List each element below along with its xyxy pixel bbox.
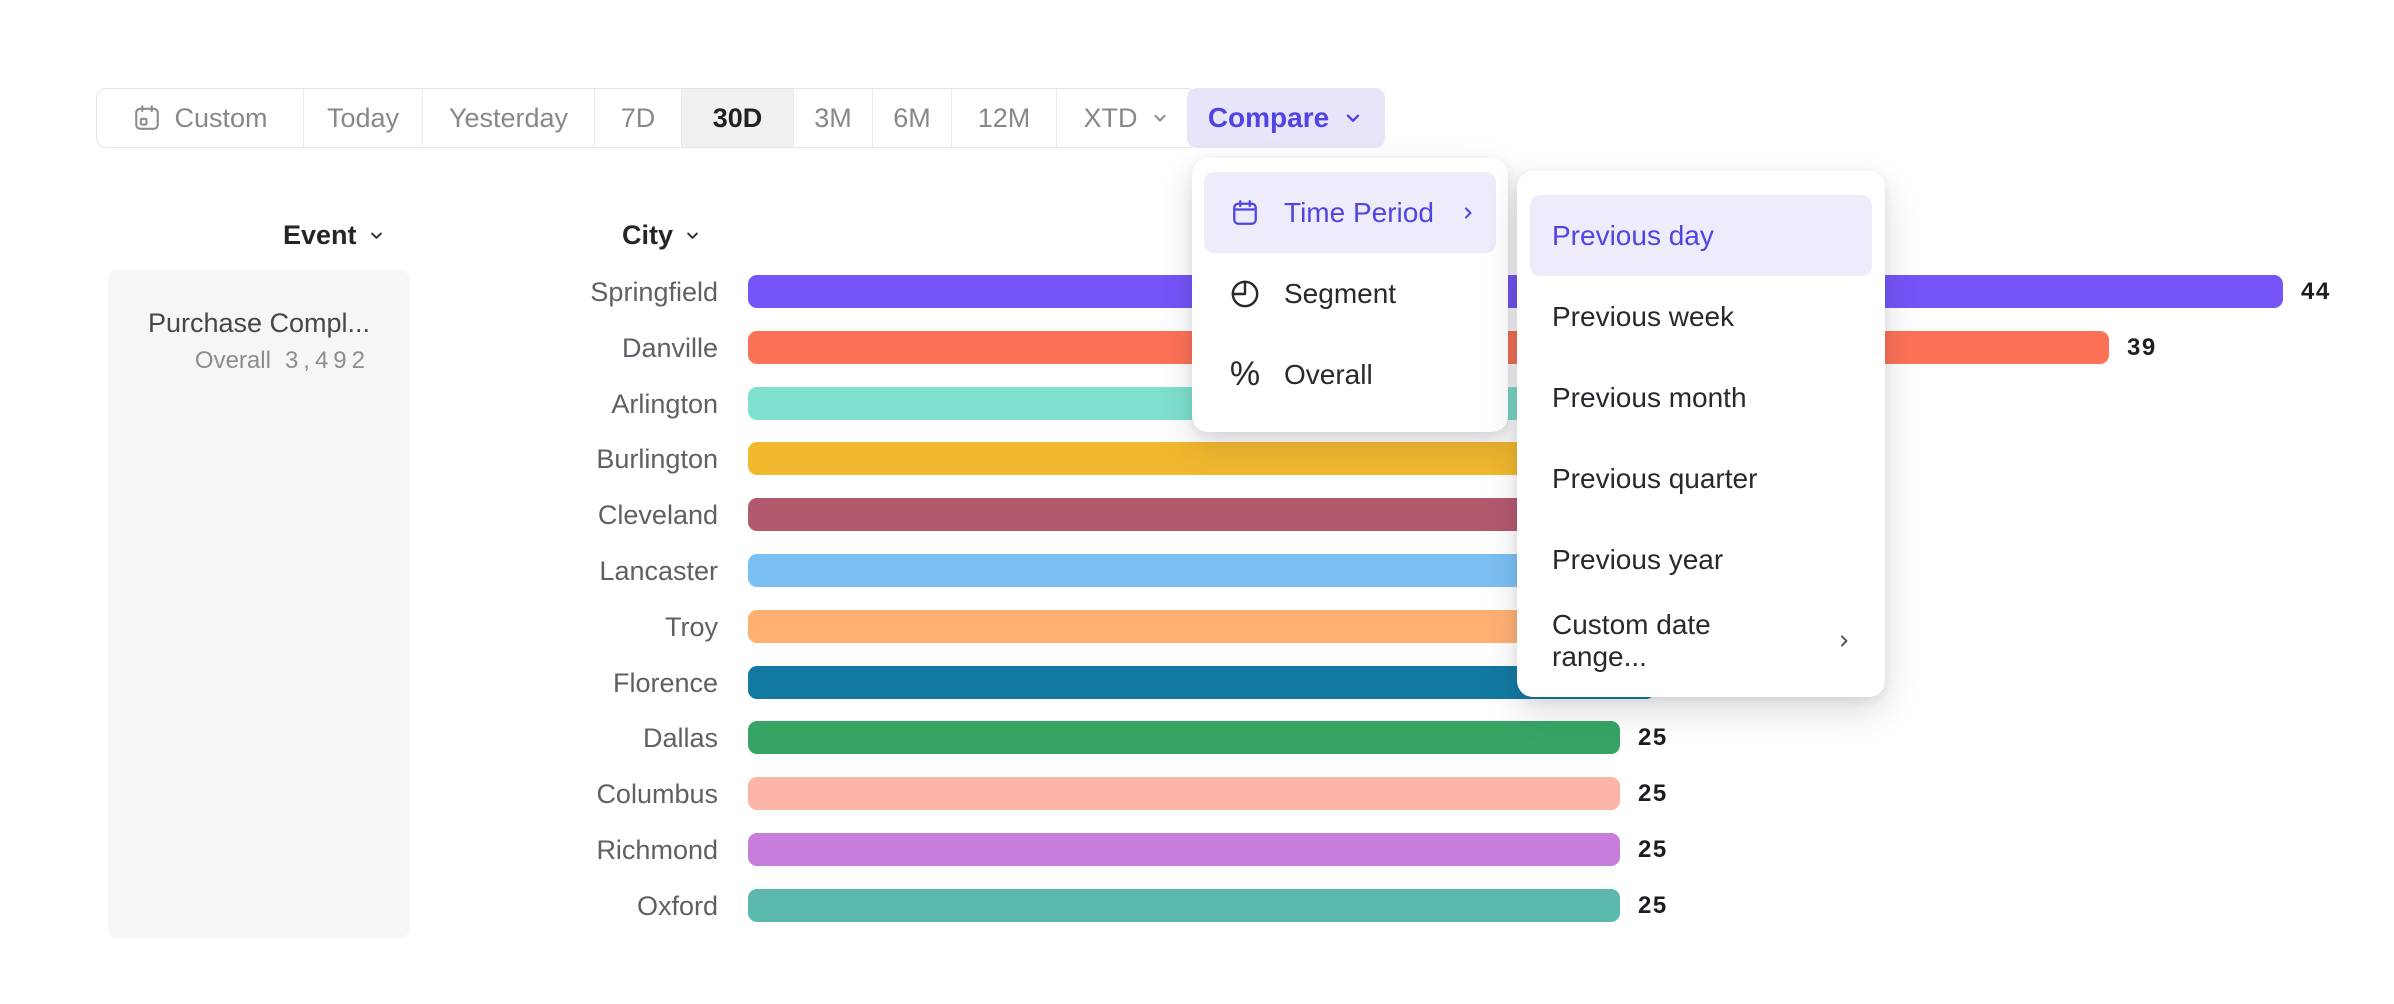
- chevron-right-icon: [1834, 631, 1854, 651]
- chevron-right-icon: [1458, 203, 1478, 223]
- bar-label-florence: Florence: [612, 667, 718, 698]
- submenu-item-previous-day[interactable]: Previous day: [1530, 195, 1872, 276]
- submenu-item-label: Previous year: [1552, 543, 1724, 575]
- toolbar-item-label: 6M: [893, 102, 931, 133]
- chevron-down-icon: [1150, 108, 1170, 128]
- bar-value-richmond: 25: [1638, 836, 1668, 863]
- toolbar-item-12m[interactable]: 12M: [952, 89, 1057, 147]
- toolbar-item-label: 12M: [977, 102, 1031, 133]
- menu-item-segment[interactable]: Segment: [1204, 253, 1496, 334]
- menu-item-overall[interactable]: % Overall: [1204, 334, 1496, 415]
- bar-springfield[interactable]: [748, 275, 2283, 308]
- bar-value-dallas: 25: [1638, 724, 1668, 752]
- toolbar-item-label: Custom: [174, 102, 268, 133]
- event-panel[interactable]: Purchase Compl... Overall 3,492: [108, 270, 410, 938]
- submenu-item-label: Custom date range...: [1552, 608, 1711, 672]
- calendar-icon: [1228, 198, 1262, 228]
- bar-label-columbus: Columbus: [596, 779, 718, 810]
- toolbar-item-label: 30D: [712, 102, 763, 133]
- submenu-item-label: Previous week: [1552, 300, 1735, 332]
- bar-label-arlington: Arlington: [611, 388, 718, 419]
- submenu-item-previous-week[interactable]: Previous week: [1530, 276, 1872, 357]
- event-overall-row: Overall 3,492: [108, 347, 410, 375]
- compare-menu: Time Period Segment % Overall: [1192, 158, 1508, 432]
- toolbar-item-3m[interactable]: 3M: [794, 89, 873, 147]
- overall-label: Overall: [194, 347, 271, 374]
- toolbar-item-yesterday[interactable]: Yesterday: [423, 89, 595, 147]
- bar-label-danville: Danville: [621, 332, 718, 363]
- calendar-icon: [132, 103, 162, 133]
- bar-richmond[interactable]: [748, 833, 1620, 866]
- percent-icon: %: [1229, 355, 1261, 393]
- submenu-item-label: Previous day: [1552, 219, 1714, 251]
- bar-value-springfield: 44: [2301, 278, 2331, 305]
- menu-item-label: Segment: [1284, 277, 1397, 309]
- bar-label-burlington: Burlington: [596, 444, 718, 475]
- bar-label-oxford: Oxford: [636, 890, 718, 921]
- toolbar-item-30d[interactable]: 30D: [682, 89, 794, 147]
- submenu-item-previous-year[interactable]: Previous year: [1530, 519, 1872, 600]
- toolbar-item-custom[interactable]: Custom: [97, 89, 304, 147]
- bar-oxford[interactable]: [748, 888, 1620, 922]
- time-period-submenu: Previous day Previous week Previous month P…: [1517, 171, 1885, 697]
- toolbar-item-label: Yesterday: [448, 102, 569, 133]
- bar-columbus[interactable]: [748, 777, 1620, 811]
- bar-dallas[interactable]: [748, 721, 1620, 755]
- submenu-item-custom-date-range[interactable]: Custom date range...: [1530, 600, 1872, 681]
- event-name: Purchase Compl...: [147, 308, 371, 338]
- bar-label-troy: Troy: [665, 611, 718, 642]
- bar-value-oxford: 25: [1638, 891, 1668, 919]
- segment-icon: [1228, 277, 1262, 311]
- toolbar-item-6m[interactable]: 6M: [873, 89, 952, 147]
- overall-value: 3,492: [284, 347, 370, 374]
- menu-item-time-period[interactable]: Time Period: [1204, 172, 1496, 253]
- toolbar-item-today[interactable]: Today: [304, 89, 423, 147]
- date-range-toolbar: Custom Today Yesterday 7D 30D 3M 6M 12M XTD: [96, 88, 1197, 148]
- city-column-header[interactable]: City: [622, 217, 702, 253]
- bar-label-lancaster: Lancaster: [599, 556, 718, 586]
- submenu-item-previous-quarter[interactable]: Previous quarter: [1530, 438, 1872, 519]
- event-column-header[interactable]: Event: [283, 217, 386, 253]
- toolbar-item-7d[interactable]: 7D: [595, 89, 682, 147]
- toolbar-item-xtd[interactable]: XTD: [1057, 89, 1196, 147]
- compare-button-label: Compare: [1207, 102, 1330, 133]
- toolbar-item-label: 3M: [814, 102, 852, 133]
- submenu-item-label: Previous quarter: [1552, 462, 1758, 494]
- event-header-label: Event: [283, 219, 357, 250]
- chevron-down-icon: [1342, 107, 1364, 129]
- toolbar-item-label: XTD: [1083, 102, 1138, 133]
- toolbar-item-label: Today: [326, 102, 400, 133]
- bar-value-danville: 39: [2127, 333, 2157, 361]
- bar-label-springfield: Springfield: [590, 277, 718, 307]
- bar-value-columbus: 25: [1638, 780, 1668, 808]
- compare-button[interactable]: Compare: [1187, 88, 1385, 148]
- bar-label-cleveland: Cleveland: [597, 500, 718, 531]
- submenu-item-previous-month[interactable]: Previous month: [1530, 357, 1872, 438]
- submenu-item-label: Previous month: [1552, 381, 1747, 413]
- toolbar-item-label: 7D: [620, 102, 656, 133]
- chevron-down-icon: [683, 226, 702, 245]
- menu-item-label: Time Period: [1284, 196, 1434, 228]
- menu-item-label: Overall: [1284, 358, 1373, 390]
- bar-florence[interactable]: [748, 665, 1655, 699]
- bar-label-dallas: Dallas: [642, 723, 718, 754]
- chevron-down-icon: [367, 226, 386, 245]
- bar-label-richmond: Richmond: [596, 835, 718, 865]
- city-header-label: City: [622, 219, 674, 250]
